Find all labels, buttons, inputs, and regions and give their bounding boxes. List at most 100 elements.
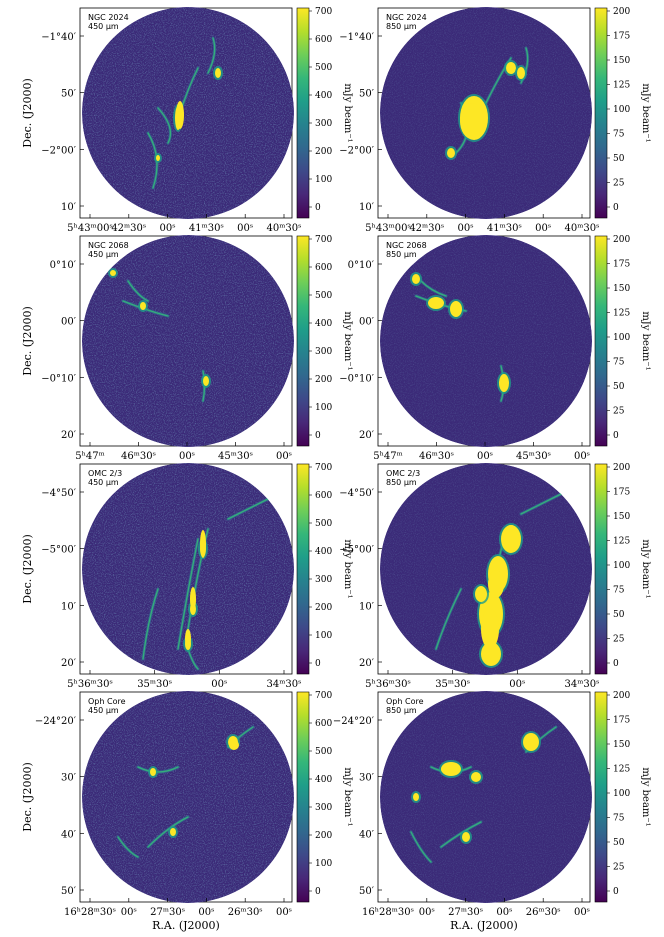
colorbar-tick-label: 75: [613, 130, 625, 140]
colorbar-tick-label: 100: [613, 789, 630, 799]
map-image: [82, 463, 294, 675]
filament-core: [207, 37, 216, 74]
map-noise: [82, 7, 294, 219]
clump: [215, 68, 221, 78]
dec-tick-label: 0°10′: [348, 260, 375, 271]
colorbar: 200 175 150 125 100 75 50 25 0 mJy beam⁻¹: [594, 463, 651, 675]
colorbar-tick-label: 100: [315, 859, 332, 869]
bright-core: [229, 740, 239, 750]
dec-tick-label: −0°10′: [339, 373, 374, 384]
colorbar-tick-label: 100: [613, 105, 630, 115]
colorbar-tick-label: 0: [315, 203, 321, 213]
ra-tick-label: 00ˢ: [276, 907, 292, 918]
colorbar: 700 600 500 400 300 200 100 0 mJy beam⁻¹: [296, 463, 353, 675]
filament-core: [520, 493, 562, 515]
panel-title: NGC 2068: [88, 241, 129, 250]
colorbar-tick-label: 50: [613, 382, 625, 392]
ra-tick-label: 00ˢ: [477, 451, 493, 462]
colorbar-tick-label: 200: [315, 603, 332, 613]
bright-core: [190, 587, 196, 611]
ra-tick-label: 46ᵐ30ˢ: [419, 451, 454, 462]
colorbar-tick-label: 300: [315, 347, 332, 357]
ra-tick-label: 45ᵐ30ˢ: [516, 451, 551, 462]
ra-tick-label: 40ᵐ30ˢ: [267, 223, 302, 234]
colorbar-tick-label: 400: [315, 547, 332, 557]
clump: [156, 155, 160, 161]
colorbar-tick-label: 100: [613, 333, 630, 343]
panel-title: Oph Core: [88, 697, 126, 706]
dec-tick-label: 10′: [359, 202, 375, 213]
ra-tick-label: 40ᵐ30ˢ: [565, 223, 600, 234]
clump: [475, 586, 487, 602]
colorbar-label: mJy beam⁻¹: [640, 83, 651, 142]
panel-title: NGC 2024: [88, 13, 129, 22]
colorbar-label: mJy beam⁻¹: [342, 539, 353, 598]
filament-core: [420, 280, 447, 297]
filament-core: [157, 107, 172, 144]
ra-tick-label: 5ʰ47ᵐ: [75, 451, 105, 462]
dec-tick-label: 00′: [61, 317, 77, 328]
y-axis-label: Dec. (J2000): [21, 534, 34, 603]
ra-tick-label: 00ˢ: [574, 451, 590, 462]
colorbar-tick-label: 100: [315, 631, 332, 641]
dec-tick-label: 20′: [359, 430, 375, 441]
colorbar: 700 600 500 400 300 200 100 0 mJy beam⁻¹: [296, 691, 353, 903]
ra-tick-label: 00ˢ: [211, 679, 227, 690]
colorbar-tick-label: 200: [613, 235, 630, 245]
dec-tick-label: −24°20′: [35, 716, 77, 727]
colorbar-tick-label: 175: [613, 716, 630, 726]
ra-tick-label: 34ᵐ30ˢ: [267, 679, 302, 690]
panel-wavelength: 450 μm: [88, 250, 119, 259]
ra-tick-label: 5ʰ36ᵐ30ˢ: [365, 679, 411, 690]
colorbar-tick-label: 150: [613, 512, 630, 522]
ra-tick-label: 42ᵐ30ˢ: [409, 223, 444, 234]
colorbar: 700 600 500 400 300 200 100 0 mJy beam⁻¹: [296, 235, 353, 447]
colorbar-tick-label: 300: [315, 119, 332, 129]
colorbar-tick-label: 175: [613, 32, 630, 42]
filament-core: [410, 831, 432, 863]
dec-tick-label: −2°00′: [41, 145, 76, 156]
colorbar-label: mJy beam⁻¹: [342, 83, 353, 142]
colorbar-tick-label: 500: [315, 63, 332, 73]
colorbar-tick-label: 125: [613, 309, 630, 319]
ra-tick-label: 35ᵐ30ˢ: [435, 679, 470, 690]
panel-wavelength: 850 μm: [386, 478, 417, 487]
x-axis-label-left: R.A. (J2000): [152, 919, 220, 932]
colorbar: 700 600 500 400 300 200 100 0 mJy beam⁻¹: [296, 7, 353, 219]
dec-tick-label: 30′: [61, 773, 77, 784]
ra-tick-label: 16ʰ28ᵐ30ˢ: [362, 907, 414, 918]
ra-tick-label: 16ʰ28ᵐ30ˢ: [64, 907, 116, 918]
colorbar-tick-label: 75: [613, 586, 625, 596]
colorbar-tick-label: 700: [315, 691, 332, 701]
colorbar-tick-label: 600: [315, 35, 332, 45]
dec-tick-label: −1°40′: [339, 32, 374, 43]
dec-tick-label: −0°10′: [41, 373, 76, 384]
clump: [471, 772, 481, 782]
dec-tick-label: 10′: [61, 601, 77, 612]
dec-tick-label: −5°00′: [339, 545, 374, 556]
clump: [150, 768, 156, 776]
ra-tick-label: 34ᵐ30ˢ: [565, 679, 600, 690]
colorbar-gradient: [296, 235, 310, 447]
dec-tick-label: 40′: [359, 829, 375, 840]
ra-tick-label: 42ᵐ30ˢ: [111, 223, 146, 234]
map-noise: [82, 235, 294, 447]
colorbar-tick-label: 50: [613, 610, 625, 620]
panel-wavelength: 850 μm: [386, 250, 417, 259]
dec-tick-label: 10′: [61, 202, 77, 213]
colorbar-tick-label: 0: [315, 659, 321, 669]
ra-tick-label: 5ʰ43ᵐ00ˢ: [67, 223, 113, 234]
panel-wavelength: 450 μm: [88, 478, 119, 487]
colorbar-tick-label: 100: [315, 403, 332, 413]
colorbar-label: mJy beam⁻¹: [640, 767, 651, 826]
ra-tick-label: 41ᵐ30ˢ: [189, 223, 224, 234]
clump: [447, 148, 455, 158]
filament-core: [147, 816, 189, 848]
colorbar-tick-label: 125: [613, 537, 630, 547]
